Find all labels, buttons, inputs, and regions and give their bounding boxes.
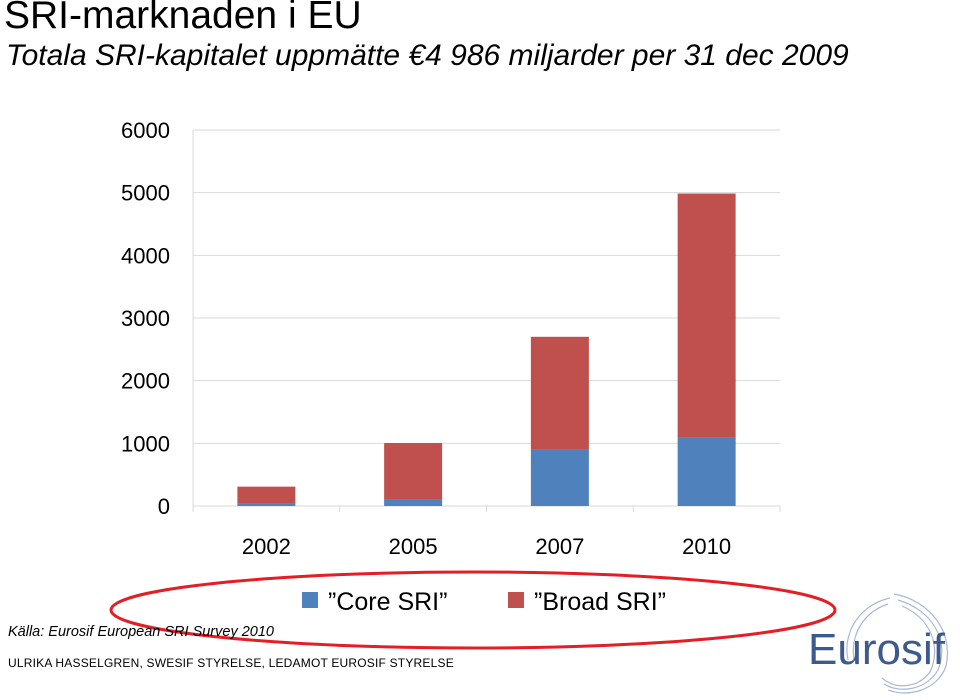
bar-broad-2002 [237, 486, 296, 504]
highlight-ellipse [109, 570, 837, 650]
bar-broad-2005 [384, 443, 443, 500]
y-tick-label: 5000 [121, 181, 170, 206]
legend-label: ”Broad SRI” [534, 588, 666, 616]
x-tick-label: 2005 [389, 534, 438, 559]
bar-core-2007 [530, 449, 589, 506]
y-tick-label: 1000 [121, 431, 170, 456]
legend: ”Core SRI” ”Broad SRI” [302, 588, 666, 616]
bar-core-2010 [677, 437, 736, 506]
y-tick-label: 4000 [121, 243, 170, 268]
eurosif-logo: Eurosif [808, 625, 945, 674]
slide-title: SRI-marknaden i EU [4, 0, 362, 37]
legend-label: ”Core SRI” [328, 588, 447, 616]
bars [237, 193, 736, 506]
bar-broad-2007 [530, 336, 589, 450]
y-tick-label: 2000 [121, 369, 170, 394]
y-tick-label: 3000 [121, 306, 170, 331]
source-note: Källa: Eurosif European SRI Survey 2010 [8, 624, 274, 640]
y-tick-label: 0 [158, 494, 170, 519]
bar-core-2005 [384, 499, 443, 506]
eurosif-swirl-icon [846, 593, 948, 694]
footer-text: ULRIKA HASSELGREN, SWESIF STYRELSE, LEDA… [8, 656, 454, 670]
slide-subtitle: Totala SRI-kapitalet uppmätte €4 986 mil… [6, 39, 849, 72]
bar-core-2002 [237, 503, 296, 506]
legend-swatch [302, 592, 318, 608]
tick-labels: 0 1000 2000 3000 4000 5000 6000 2002 2005 2007 201… [121, 118, 731, 559]
x-tick-label: 2002 [242, 534, 291, 559]
legend-swatch [508, 592, 524, 608]
y-tick-label: 6000 [121, 118, 170, 143]
x-tick-label: 2007 [535, 534, 584, 559]
bar-broad-2010 [677, 193, 736, 438]
x-tick-label: 2010 [682, 534, 731, 559]
